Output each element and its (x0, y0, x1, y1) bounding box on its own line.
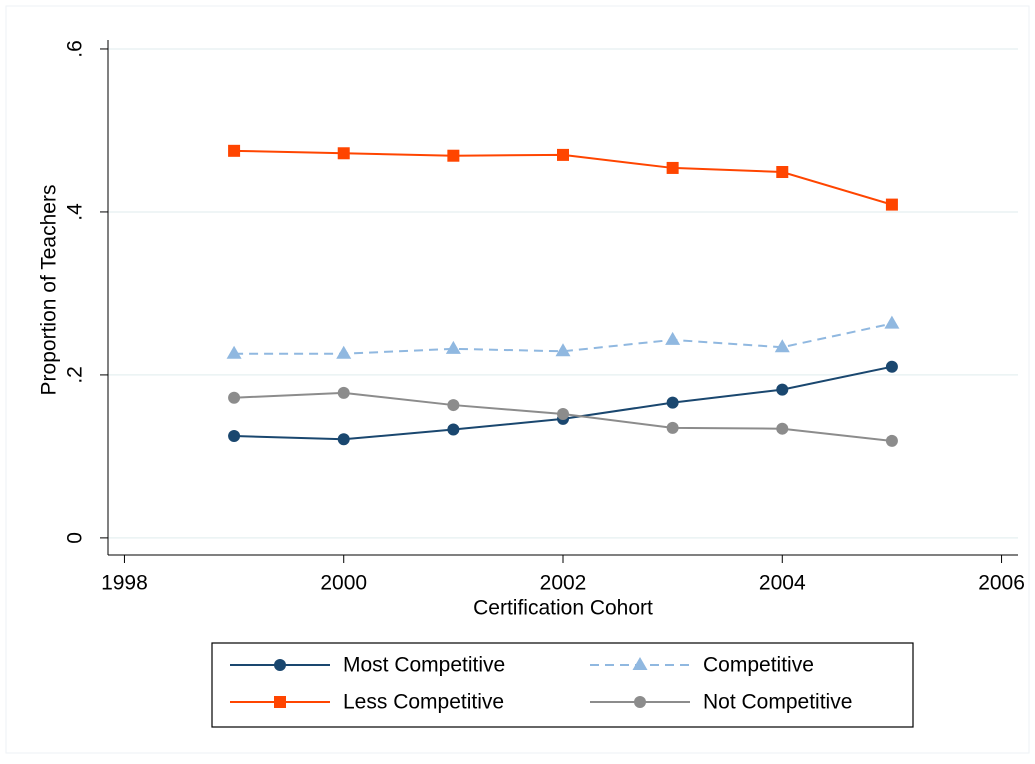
x-tick-label: 2006 (978, 572, 1025, 595)
data-point (774, 339, 790, 353)
data-point (885, 360, 898, 373)
background (5, 5, 1030, 754)
y-tick-label: .6 (64, 40, 87, 58)
data-point (666, 396, 679, 409)
data-point (447, 149, 460, 162)
x-tick-label: 2004 (759, 572, 806, 595)
data-point (228, 144, 241, 157)
legend-label: Competitive (703, 654, 814, 677)
x-tick-label: 2000 (320, 572, 367, 595)
data-point (666, 421, 679, 434)
legend-marker (632, 657, 648, 670)
data-point (226, 345, 242, 359)
data-point (555, 343, 571, 357)
data-point (776, 383, 789, 396)
legend-marker (634, 696, 646, 708)
data-point (337, 147, 350, 160)
y-axis-title: Proportion of Teachers (38, 185, 61, 396)
data-point (447, 423, 460, 436)
data-point (885, 198, 898, 211)
data-point (447, 399, 460, 412)
legend-label: Less Competitive (343, 691, 504, 714)
x-axis-title: Certification Cohort (473, 597, 653, 620)
legend-marker (274, 659, 286, 671)
data-point (337, 386, 350, 399)
data-point (776, 166, 789, 179)
y-tick-label: .4 (64, 203, 87, 221)
data-point (885, 434, 898, 447)
y-tick-label: .2 (64, 366, 87, 384)
legend-label: Not Competitive (703, 691, 852, 714)
x-tick-label: 1998 (101, 572, 148, 595)
data-point (884, 315, 900, 329)
legend-box (211, 642, 914, 728)
data-point (557, 148, 569, 161)
data-point (666, 161, 679, 174)
data-point (336, 345, 352, 359)
y-tick-label: 0 (64, 532, 87, 544)
legend-marker (274, 696, 286, 708)
data-point (445, 340, 461, 354)
data-point (557, 408, 569, 421)
data-point (228, 391, 241, 404)
data-point (776, 422, 789, 435)
data-point (337, 433, 350, 446)
x-tick-label: 2002 (540, 572, 587, 595)
legend-label: Most Competitive (343, 654, 505, 677)
data-point (228, 430, 241, 443)
data-point (665, 331, 681, 345)
